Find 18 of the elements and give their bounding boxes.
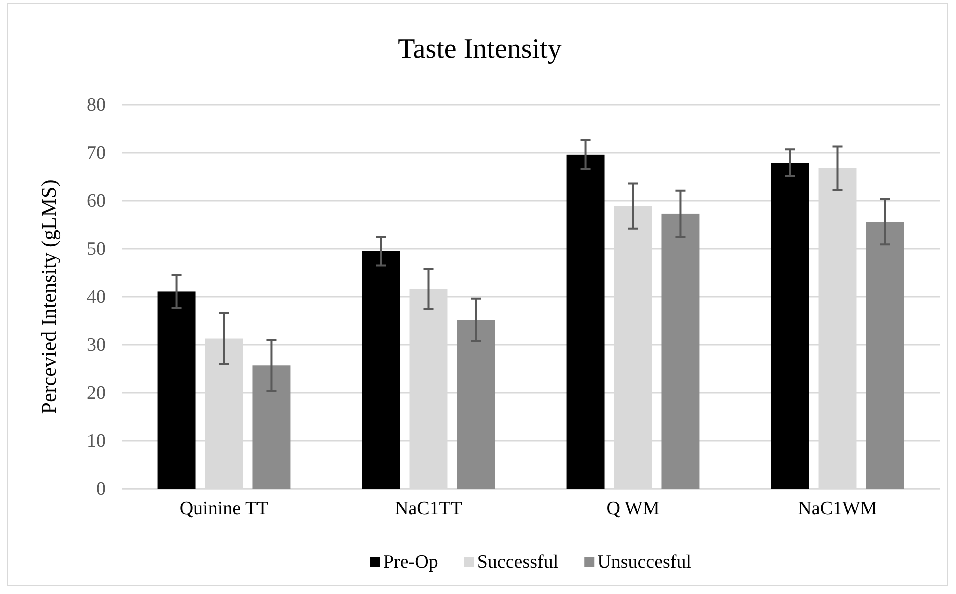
y-tick-label: 0	[96, 479, 106, 500]
legend-label: Pre-Op	[383, 552, 438, 573]
chart-title: Taste Intensity	[398, 34, 562, 65]
y-axis-title: Percevied Intensity (gLMS)	[37, 180, 61, 414]
x-tick-label: NaC1WM	[798, 498, 878, 520]
y-tick-label: 80	[87, 95, 106, 116]
x-tick-label: NaC1TT	[394, 498, 463, 520]
y-tick-label: 50	[87, 239, 106, 260]
y-tick-label: 20	[87, 383, 106, 404]
y-tick-label: 60	[87, 191, 106, 212]
x-tick-label: Quinine TT	[180, 498, 270, 520]
y-tick-label: 30	[87, 335, 106, 356]
y-tick-label: 10	[87, 431, 106, 452]
y-tick-label: 70	[87, 143, 106, 164]
legend-label: Successful	[477, 552, 559, 573]
y-tick-label: 40	[87, 287, 106, 308]
x-tick-label: Q WM	[606, 498, 660, 520]
legend-label: Unsuccesful	[598, 552, 692, 573]
